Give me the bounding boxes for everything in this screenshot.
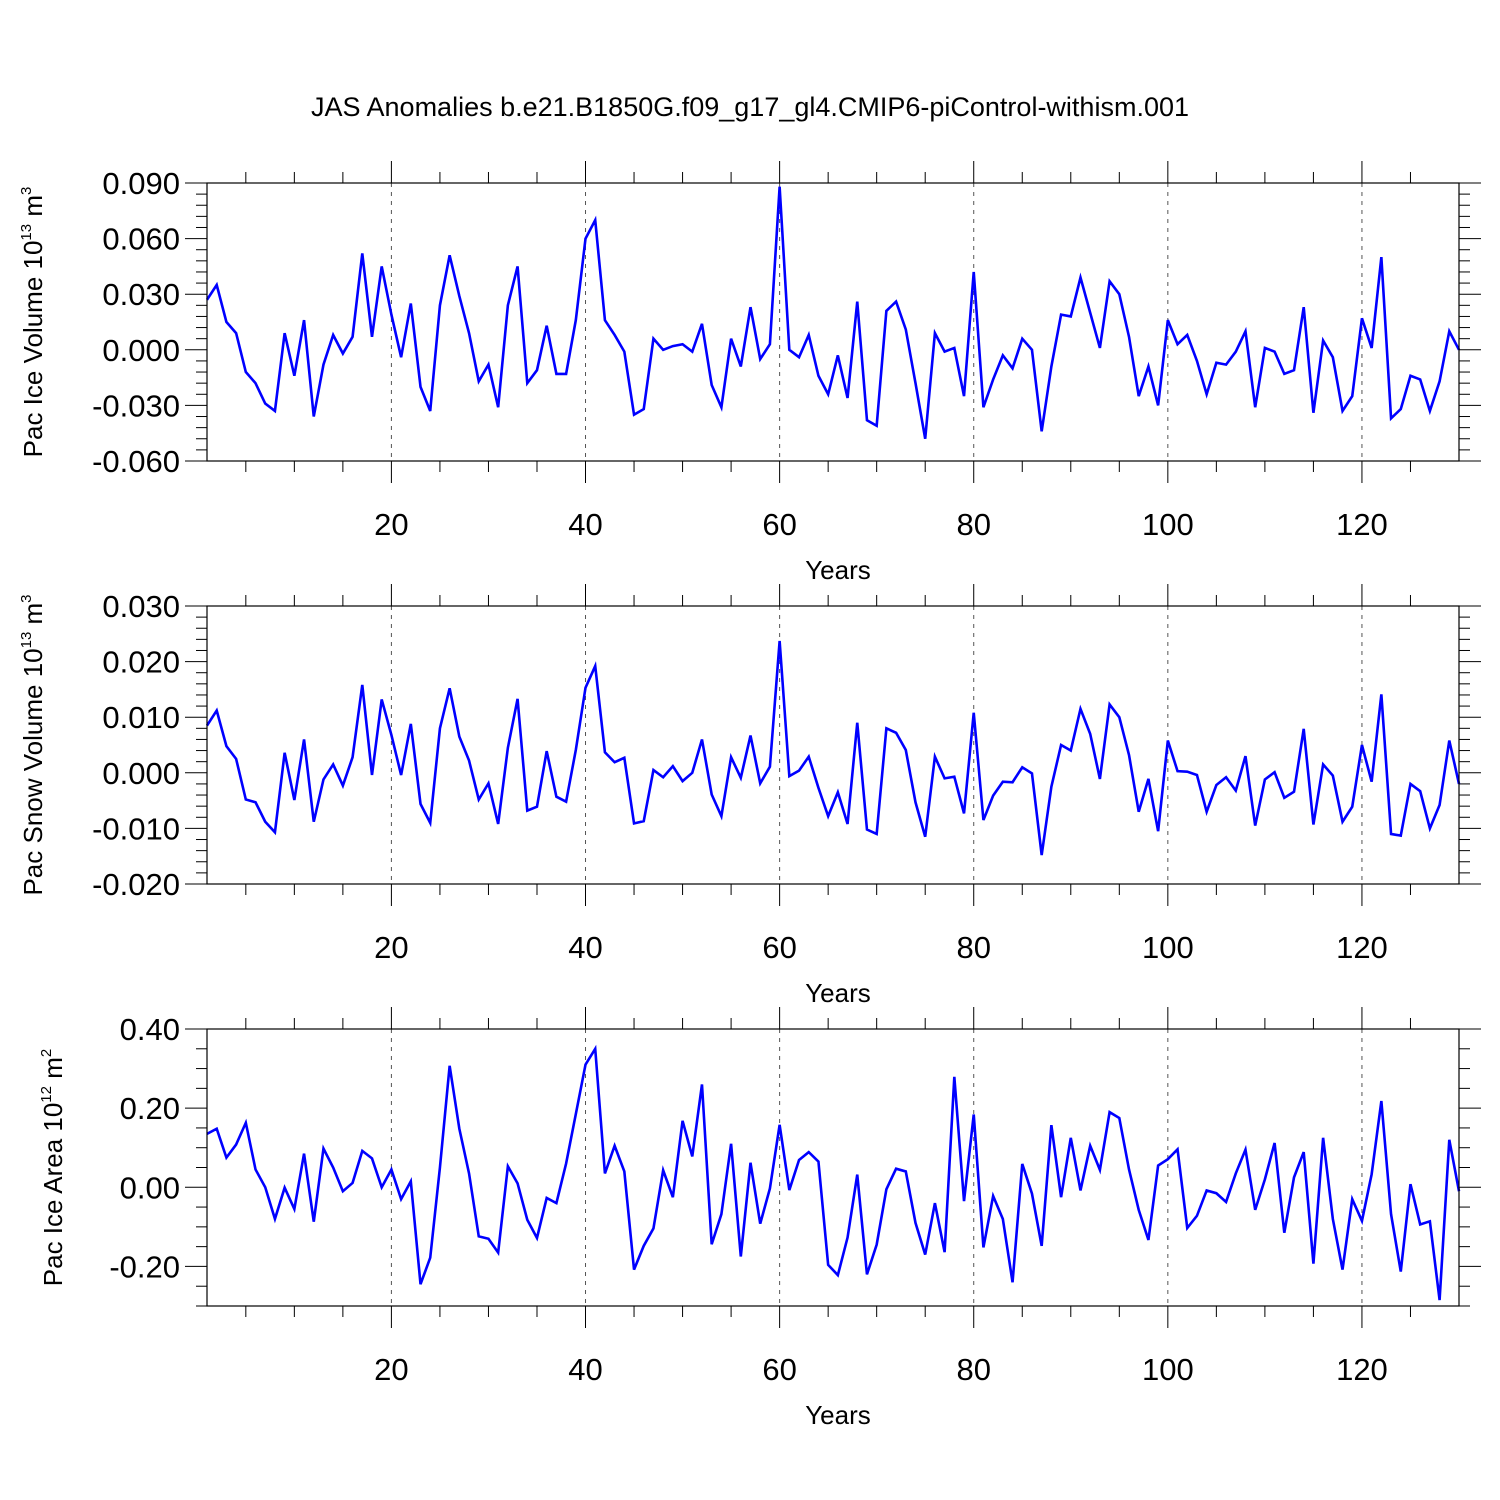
y-axis-title: Pac Ice Area 1012 m2	[38, 1049, 68, 1286]
x-tick-label: 20	[374, 930, 408, 965]
y-tick-label: 0.40	[120, 1012, 180, 1047]
chart-panel-1: -0.060 -0.030 0.000 0.030 0.060 0.090 20 40 60 80…	[18, 161, 1481, 585]
series-line	[205, 640, 1461, 856]
y-tick-label: -0.060	[92, 444, 180, 479]
page-title: JAS Anomalies b.e21.B1850G.f09_g17_gl4.C…	[311, 92, 1189, 122]
x-tick-label: 100	[1142, 507, 1194, 542]
x-tick-label: 20	[374, 507, 408, 542]
chart-panel-3: -0.20 0.00 0.20 0.40 20 40 60 80 100 120 Years Pac …	[38, 1007, 1481, 1430]
x-tick-label: 100	[1142, 1352, 1194, 1387]
x-tick-label: 60	[762, 507, 796, 542]
x-tick-label: 20	[374, 1352, 408, 1387]
x-tick-label: 100	[1142, 930, 1194, 965]
x-axis-title: Years	[805, 1400, 871, 1430]
y-tick-label: 0.020	[102, 645, 180, 680]
x-tick-label: 120	[1336, 507, 1388, 542]
x-tick-label: 40	[568, 1352, 602, 1387]
series-line	[205, 186, 1461, 439]
x-tick-label: 80	[956, 1352, 990, 1387]
y-axis-title: Pac Snow Volume 1013 m3	[18, 594, 48, 895]
x-tick-label: 120	[1336, 930, 1388, 965]
y-tick-label: -0.030	[92, 388, 180, 423]
y-tick-label: 0.20	[120, 1091, 180, 1126]
x-axis-title: Years	[805, 978, 871, 1008]
y-tick-label: -0.010	[92, 811, 180, 846]
x-tick-label: 40	[568, 930, 602, 965]
y-tick-label: 0.030	[102, 277, 180, 312]
y-axis-title: Pac Ice Volume 1013 m3	[18, 187, 48, 458]
y-tick-label: -0.20	[109, 1249, 180, 1284]
x-tick-label: 120	[1336, 1352, 1388, 1387]
y-tick-label: 0.060	[102, 222, 180, 257]
x-axis-title: Years	[805, 555, 871, 585]
y-tick-label: 0.00	[120, 1170, 180, 1205]
y-tick-label: 0.000	[102, 333, 180, 368]
plot-frame	[206, 1028, 1460, 1307]
x-tick-label: 40	[568, 507, 602, 542]
chart-panel-2: -0.020 -0.010 0.000 0.010 0.020 0.030 20 40 60 80…	[18, 584, 1481, 1008]
x-tick-label: 60	[762, 930, 796, 965]
y-tick-label: -0.020	[92, 867, 180, 902]
plot-frame	[206, 605, 1460, 885]
series-line	[206, 1044, 1461, 1301]
plot-frame	[206, 182, 1460, 462]
y-tick-label: 0.000	[102, 756, 180, 791]
y-tick-label: 0.030	[102, 589, 180, 624]
x-tick-label: 80	[956, 507, 990, 542]
x-tick-label: 80	[956, 930, 990, 965]
y-tick-label: 0.010	[102, 700, 180, 735]
y-tick-label: 0.090	[102, 166, 180, 201]
x-tick-label: 60	[762, 1352, 796, 1387]
